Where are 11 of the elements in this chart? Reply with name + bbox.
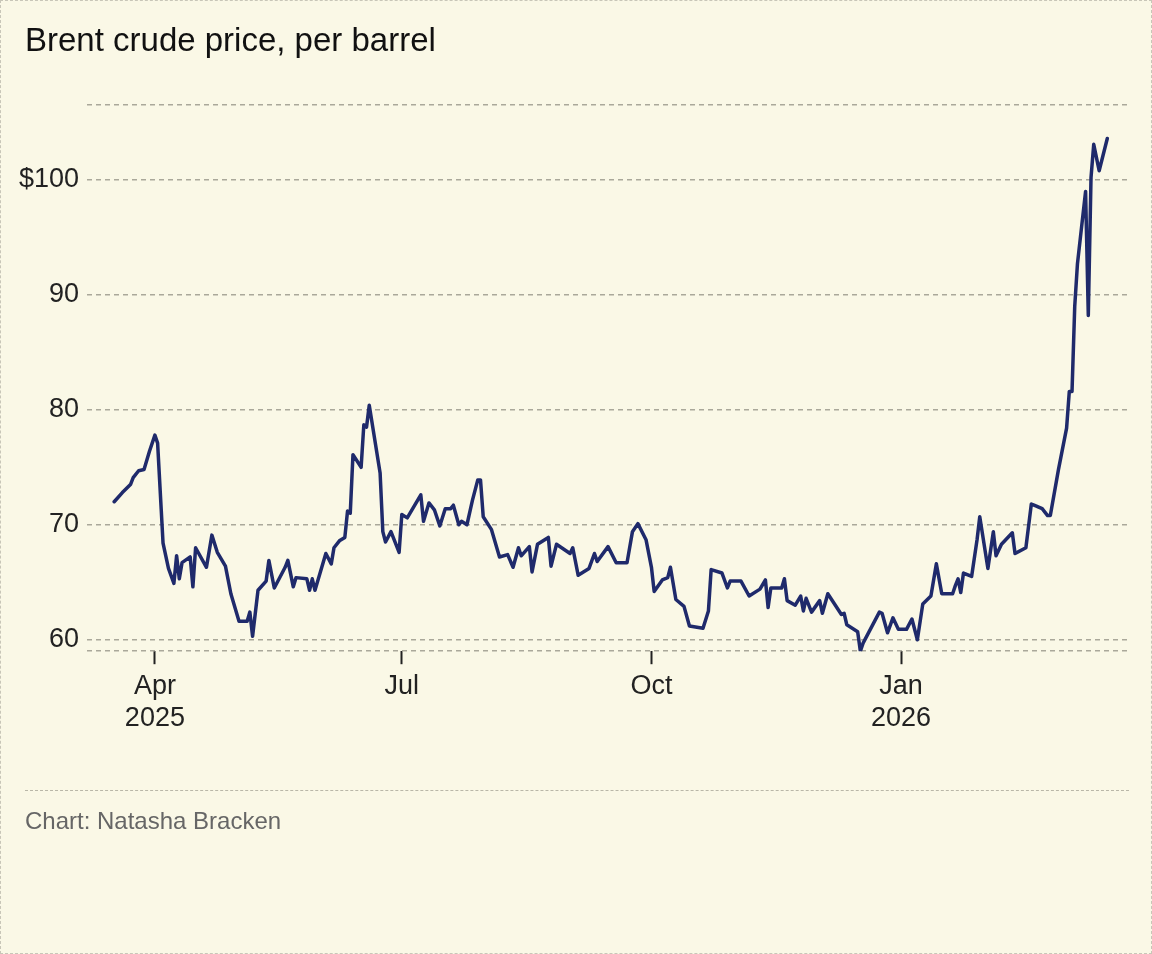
y-tick-label: 80: [49, 393, 80, 424]
text: Chart: Natasha Bracken: [25, 807, 282, 835]
x-tick-label: Jul: [384, 669, 420, 700]
chart-title: Brent crude price, per barrel: [25, 21, 436, 59]
x-tick-label: Oct: [630, 669, 673, 700]
y-tick-label: 70: [49, 508, 80, 539]
y-tick-label: 60: [49, 623, 80, 654]
x-tick-label: Jan 2026: [871, 669, 932, 733]
y-tick-label: 90: [49, 278, 80, 309]
x-tick-label: Apr 2025: [124, 669, 185, 733]
y-tick-label: $100: [18, 163, 80, 194]
